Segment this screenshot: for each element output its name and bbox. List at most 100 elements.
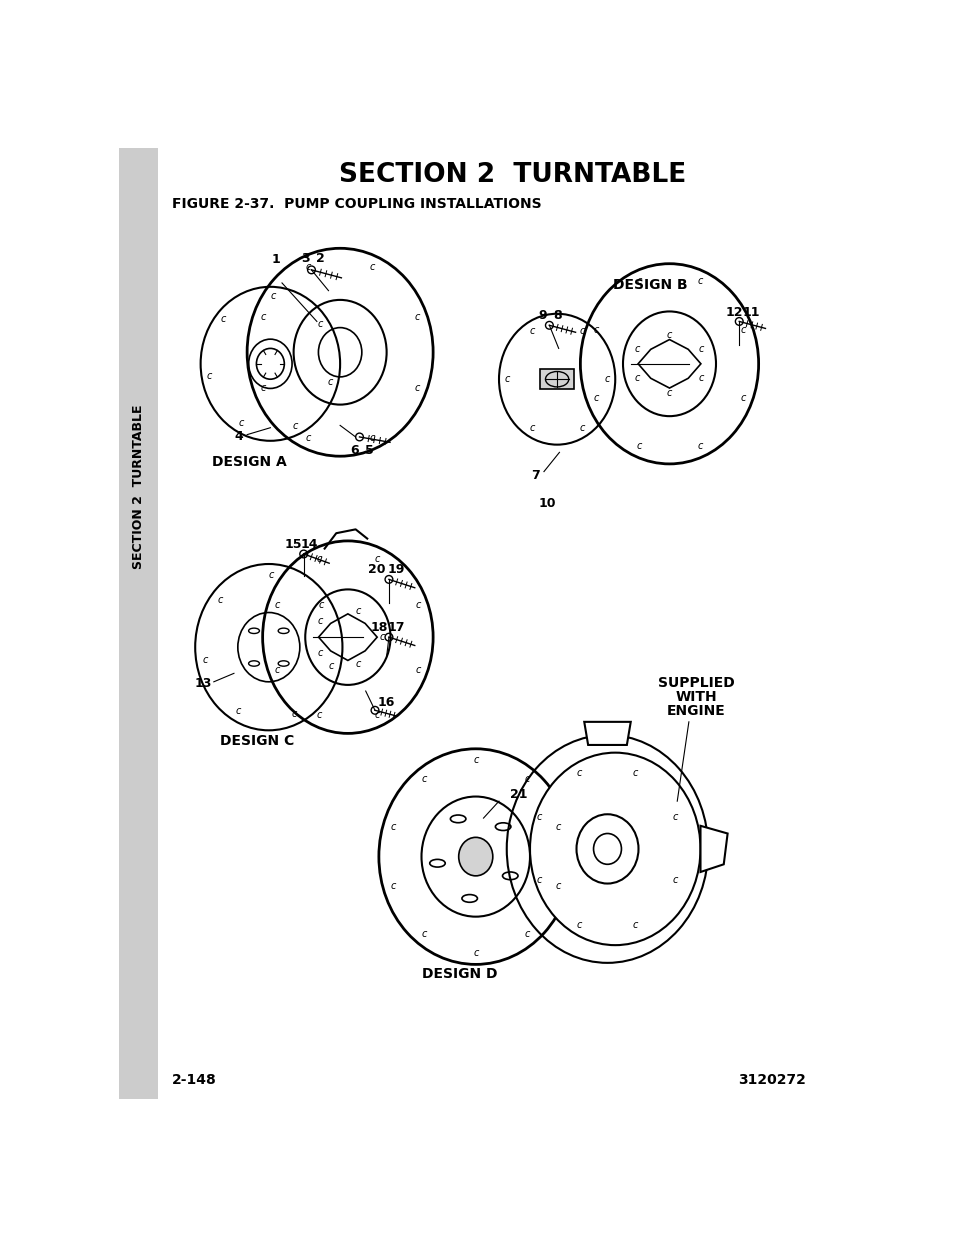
Text: WITH: WITH (675, 690, 717, 704)
Text: c: c (374, 553, 379, 564)
Text: FIGURE 2-37.  PUMP COUPLING INSTALLATIONS: FIGURE 2-37. PUMP COUPLING INSTALLATIONS (172, 196, 541, 211)
Text: 6: 6 (350, 443, 358, 457)
Text: c: c (379, 632, 384, 642)
Text: c: c (274, 664, 280, 674)
Polygon shape (539, 369, 574, 389)
Text: c: c (260, 312, 265, 322)
Text: c: c (473, 756, 478, 766)
Ellipse shape (256, 348, 284, 379)
Text: c: c (740, 325, 745, 335)
Text: 21: 21 (509, 788, 527, 802)
Text: c: c (217, 594, 223, 605)
Text: c: c (421, 774, 427, 784)
Text: c: c (238, 419, 243, 429)
Text: c: c (415, 383, 419, 393)
Text: c: c (634, 345, 639, 354)
Text: c: c (666, 388, 672, 398)
Text: c: c (390, 821, 395, 832)
Ellipse shape (530, 752, 700, 945)
Text: c: c (318, 600, 323, 610)
Text: 20: 20 (368, 563, 385, 576)
Bar (119, 0, 158, 1099)
Text: 8: 8 (552, 309, 561, 322)
Text: c: c (473, 947, 478, 958)
Text: c: c (555, 882, 560, 892)
Text: c: c (666, 330, 672, 340)
Text: 3: 3 (300, 252, 309, 264)
Text: c: c (697, 441, 702, 451)
Text: DESIGN D: DESIGN D (422, 967, 497, 981)
Text: c: c (327, 377, 333, 387)
Ellipse shape (458, 837, 493, 876)
Polygon shape (583, 721, 630, 745)
Text: 15: 15 (284, 538, 301, 551)
Text: c: c (634, 373, 639, 383)
Text: c: c (390, 882, 395, 892)
Text: c: c (415, 312, 419, 322)
Text: c: c (555, 821, 560, 832)
Text: DESIGN C: DESIGN C (220, 734, 294, 748)
Text: c: c (523, 774, 529, 784)
Text: c: c (207, 370, 212, 380)
Text: c: c (593, 325, 598, 335)
Text: c: c (292, 421, 297, 431)
Text: c: c (633, 920, 638, 930)
Text: c: c (415, 600, 420, 610)
Text: 13: 13 (194, 677, 212, 690)
Text: c: c (317, 616, 323, 626)
Text: c: c (537, 876, 541, 885)
Text: c: c (274, 600, 280, 610)
Text: c: c (579, 326, 584, 336)
Text: c: c (636, 441, 641, 451)
Text: 16: 16 (377, 697, 395, 709)
Text: c: c (672, 813, 678, 823)
Text: c: c (672, 876, 678, 885)
Text: SUPPLIED: SUPPLIED (658, 677, 734, 690)
Text: 3120272: 3120272 (738, 1073, 805, 1087)
Text: 12: 12 (724, 306, 741, 319)
Text: 17: 17 (388, 621, 405, 635)
Text: c: c (291, 709, 296, 719)
Text: 4: 4 (234, 431, 243, 443)
Text: c: c (235, 706, 241, 716)
Text: c: c (699, 373, 703, 383)
Text: c: c (315, 553, 321, 564)
Ellipse shape (545, 372, 568, 387)
Text: c: c (421, 930, 427, 940)
Text: c: c (415, 664, 420, 674)
Text: c: c (317, 648, 323, 658)
Text: c: c (537, 813, 541, 823)
Text: c: c (369, 432, 375, 442)
Text: c: c (529, 326, 534, 336)
Text: 1: 1 (272, 253, 280, 267)
Text: c: c (576, 920, 581, 930)
Text: c: c (593, 393, 598, 403)
Text: c: c (305, 262, 311, 272)
Text: 11: 11 (742, 306, 760, 319)
Text: 2: 2 (316, 252, 325, 264)
Text: c: c (369, 262, 375, 272)
Text: c: c (203, 655, 208, 666)
Text: c: c (355, 658, 361, 668)
Text: c: c (260, 383, 265, 393)
Text: 19: 19 (387, 563, 404, 576)
Text: 2-148: 2-148 (172, 1073, 216, 1087)
Text: 7: 7 (531, 469, 539, 482)
Text: c: c (305, 432, 311, 442)
Text: c: c (604, 374, 610, 384)
Text: c: c (523, 930, 529, 940)
Text: c: c (315, 710, 321, 720)
Text: 14: 14 (300, 538, 317, 551)
Text: c: c (576, 768, 581, 778)
Text: c: c (529, 422, 534, 433)
Text: 5: 5 (365, 443, 374, 457)
Text: c: c (374, 710, 379, 720)
Text: SECTION 2  TURNTABLE: SECTION 2 TURNTABLE (132, 405, 145, 569)
Text: c: c (317, 319, 323, 329)
Text: ENGINE: ENGINE (666, 704, 725, 718)
Text: DESIGN B: DESIGN B (612, 278, 687, 293)
Text: c: c (636, 277, 641, 287)
Text: SECTION 2  TURNTABLE: SECTION 2 TURNTABLE (338, 162, 685, 188)
Polygon shape (700, 826, 727, 872)
Text: c: c (579, 422, 584, 433)
